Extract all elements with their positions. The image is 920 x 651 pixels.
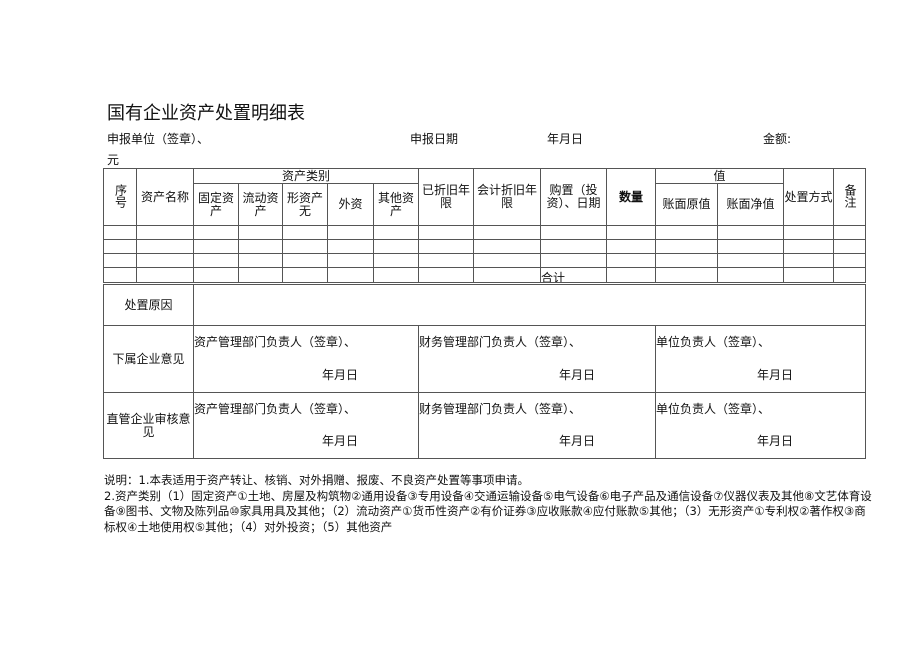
col-intangible: 形资产无: [282, 183, 328, 226]
apply-date-ymd: 年月日: [547, 132, 584, 146]
direct-asset-sign[interactable]: 资产管理部门负责人（签章）、 年月日: [193, 392, 419, 459]
direct-unit-sign[interactable]: 单位负责人（签章）、 年月日: [655, 392, 866, 459]
col-other: 其他资产: [373, 183, 419, 226]
col-name: 资产名称: [136, 168, 194, 226]
apply-date-label: 申报日期: [410, 132, 459, 146]
opinion-table: 处置原因 下属企业意见 资产管理部门负责人（签章）、 年月日 财务管理部门负责人（…: [103, 284, 866, 459]
col-method: 处置方式: [783, 168, 834, 226]
col-value: 值: [655, 168, 784, 184]
col-external: 外资: [327, 183, 374, 226]
col-depreciated: 已折旧年限: [418, 168, 474, 226]
direct-finance-sign[interactable]: 财务管理部门负责人（签章）、 年月日: [418, 392, 656, 459]
amount-label: 金额:: [763, 132, 792, 146]
notes: 说明：1.本表适用于资产转让、核销、对外捐赠、报废、不良资产处置等事项申请。 2…: [104, 473, 874, 535]
col-purchase: 购置（投资）、日期: [540, 168, 607, 226]
reason-field[interactable]: [193, 284, 866, 326]
sub-finance-sign[interactable]: 财务管理部门负责人（签章）、 年月日: [418, 325, 656, 393]
col-qty: 数量: [606, 168, 656, 226]
total-label: 合计: [541, 271, 566, 283]
table-row: [103, 225, 866, 240]
table-row: [103, 253, 866, 268]
col-category: 资产类别: [193, 168, 419, 184]
direct-opinion-label: 直管企业审核意见: [103, 392, 194, 459]
note-2: 2.资产类别（1）固定资产①土地、房屋及构筑物②通用设备③专用设备④交通运输设备…: [104, 488, 872, 534]
sub-opinion-label: 下属企业意见: [103, 325, 194, 393]
page-title: 国有企业资产处置明细表: [107, 103, 305, 124]
col-acct-dep: 会计折旧年限: [473, 168, 541, 226]
col-current: 流动资产: [238, 183, 283, 226]
col-book-orig: 账面原值: [655, 183, 718, 226]
col-fixed: 固定资产: [193, 183, 239, 226]
sub-asset-sign[interactable]: 资产管理部门负责人（签章）、 年月日: [193, 325, 419, 393]
col-book-net: 账面净值: [717, 183, 784, 226]
col-seq: 序号: [103, 168, 137, 226]
applicant-unit: 申报单位（签章）、: [107, 132, 210, 146]
col-remark: 备注: [833, 168, 866, 226]
total-row: 合计: [103, 267, 866, 283]
note-1: 说明：1.本表适用于资产转让、核销、对外捐赠、报废、不良资产处置等事项申请。: [104, 473, 529, 487]
sub-unit-sign[interactable]: 单位负责人（签章）、 年月日: [655, 325, 866, 393]
asset-table: 序号 资产名称 资产类别 已折旧年限 会计折旧年限 购置（投资）、日期 数量 值…: [103, 168, 866, 283]
table-row: [103, 239, 866, 254]
reason-label: 处置原因: [103, 284, 194, 326]
currency-unit: 元: [107, 153, 120, 167]
